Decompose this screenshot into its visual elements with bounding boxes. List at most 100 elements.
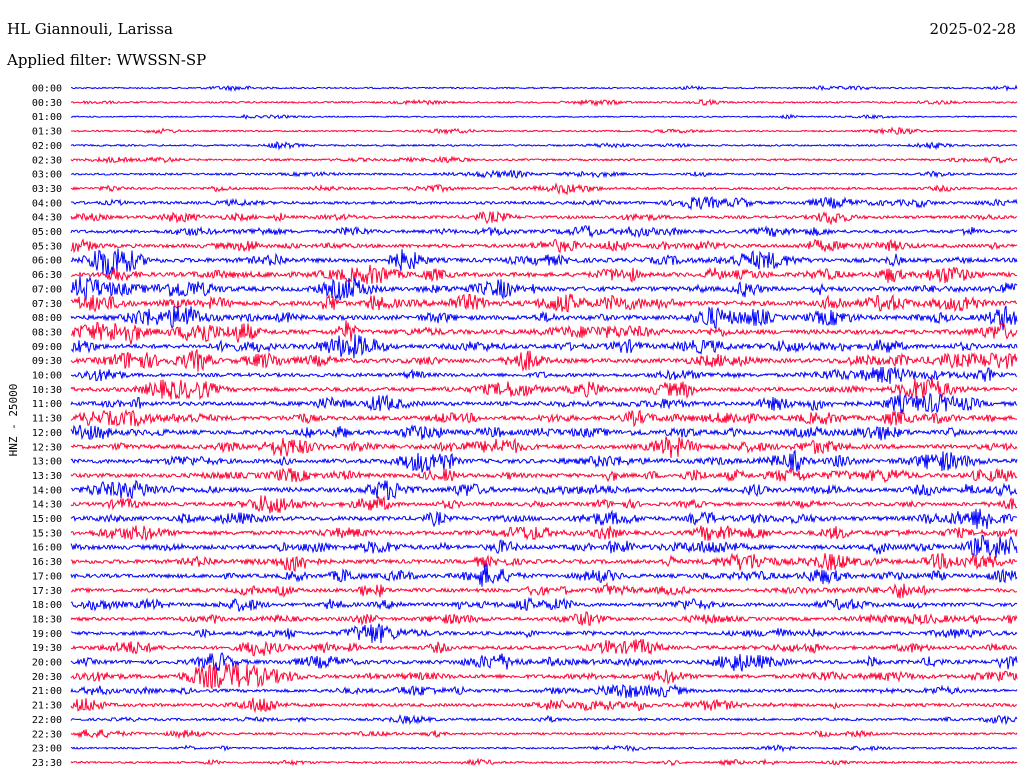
time-label: 15:30 [32, 528, 62, 539]
seismic-trace [70, 713, 1018, 726]
time-label: 06:30 [32, 270, 62, 281]
y-axis-label: HNZ - 25000 [7, 384, 20, 457]
seismic-trace [70, 264, 1018, 285]
seismic-trace [70, 662, 1018, 690]
seismic-trace [70, 275, 1018, 301]
date-label: 2025-02-28 [929, 20, 1016, 38]
time-label: 00:00 [32, 84, 62, 95]
time-label: 02:00 [32, 141, 62, 152]
time-label: 12:00 [32, 428, 62, 439]
time-label: 10:30 [32, 385, 62, 396]
seismic-trace [70, 744, 1018, 753]
time-label: 12:30 [32, 442, 62, 453]
time-label: 18:00 [32, 600, 62, 611]
seismic-trace [70, 334, 1018, 359]
seismic-trace [70, 552, 1018, 572]
time-label: 07:30 [32, 299, 62, 310]
seismic-trace [70, 225, 1018, 239]
seismic-trace [70, 169, 1018, 179]
time-label: 03:00 [32, 170, 62, 181]
seismic-trace [70, 436, 1018, 459]
seismic-trace [70, 534, 1018, 559]
seismic-trace [70, 525, 1018, 542]
time-label: 20:00 [32, 658, 62, 669]
seismic-trace [70, 98, 1018, 108]
station-title: HL Giannouli, Larissa [7, 20, 173, 38]
seismic-trace [70, 195, 1018, 211]
time-label: 17:30 [32, 586, 62, 597]
time-label: 10:00 [32, 371, 62, 382]
time-label: 00:30 [32, 98, 62, 109]
trace-group [70, 84, 1018, 767]
seismic-trace [70, 320, 1018, 345]
time-label: 09:30 [32, 356, 62, 367]
time-label: 05:00 [32, 227, 62, 238]
time-label: 05:30 [32, 241, 62, 252]
seismic-trace [70, 611, 1018, 626]
time-label: 19:30 [32, 643, 62, 654]
seismic-trace [70, 467, 1018, 484]
time-label: 21:00 [32, 686, 62, 697]
seismic-trace [70, 508, 1018, 530]
seismic-trace [70, 596, 1018, 612]
time-label-group: 00:00 00:30 01:00 01:30 02:00 02:30 03:00 03:30… [32, 84, 62, 769]
time-label: 13:00 [32, 457, 62, 468]
time-label: 14:00 [32, 485, 62, 496]
seismic-trace [70, 210, 1018, 226]
time-label: 18:30 [32, 614, 62, 625]
time-label: 22:00 [32, 715, 62, 726]
seismic-trace [70, 479, 1018, 501]
seismic-trace [70, 238, 1018, 254]
time-label: 11:30 [32, 414, 62, 425]
time-label: 20:30 [32, 672, 62, 683]
time-label: 09:00 [32, 342, 62, 353]
time-label: 04:30 [32, 213, 62, 224]
seismic-trace [70, 113, 1018, 120]
seismic-trace [70, 563, 1018, 587]
seismic-trace [70, 293, 1018, 313]
time-label: 23:00 [32, 744, 62, 755]
filter-label: Applied filter: WWSSN-SP [7, 51, 207, 69]
time-label: 13:30 [32, 471, 62, 482]
seismic-trace [70, 729, 1018, 740]
time-label: 16:00 [32, 543, 62, 554]
time-label: 11:00 [32, 399, 62, 410]
time-label: 01:30 [32, 127, 62, 138]
time-label: 04:00 [32, 198, 62, 209]
time-label: 08:00 [32, 313, 62, 324]
seismic-trace [70, 392, 1018, 414]
seismic-trace [70, 495, 1018, 514]
seismic-trace [70, 449, 1018, 473]
seismic-trace [70, 248, 1018, 277]
time-label: 19:00 [32, 629, 62, 640]
time-label: 22:30 [32, 729, 62, 740]
seismic-trace [70, 126, 1018, 136]
seismic-trace [70, 349, 1018, 372]
time-label: 06:00 [32, 256, 62, 267]
time-label: 23:30 [32, 758, 62, 769]
time-label: 21:30 [32, 701, 62, 712]
time-label: 17:00 [32, 571, 62, 582]
seismic-trace [70, 155, 1018, 165]
time-label: 16:30 [32, 557, 62, 568]
time-label: 14:30 [32, 500, 62, 511]
time-label: 01:00 [32, 112, 62, 123]
seismic-trace [70, 697, 1018, 714]
seismic-trace [71, 84, 1018, 93]
seismic-trace [70, 366, 1018, 384]
seismic-trace [70, 141, 1018, 151]
seismic-trace [70, 652, 1018, 672]
seismic-trace [70, 305, 1018, 331]
time-label: 03:30 [32, 184, 62, 195]
time-label: 08:30 [32, 327, 62, 338]
seismic-trace [70, 623, 1018, 644]
seismic-trace [70, 757, 1018, 767]
seismic-trace [70, 581, 1018, 599]
seismic-trace [70, 683, 1018, 699]
time-label: 07:00 [32, 284, 62, 295]
time-label: 15:00 [32, 514, 62, 525]
seismic-trace [70, 408, 1018, 428]
time-label: 02:30 [32, 155, 62, 166]
seismic-trace [70, 182, 1018, 196]
